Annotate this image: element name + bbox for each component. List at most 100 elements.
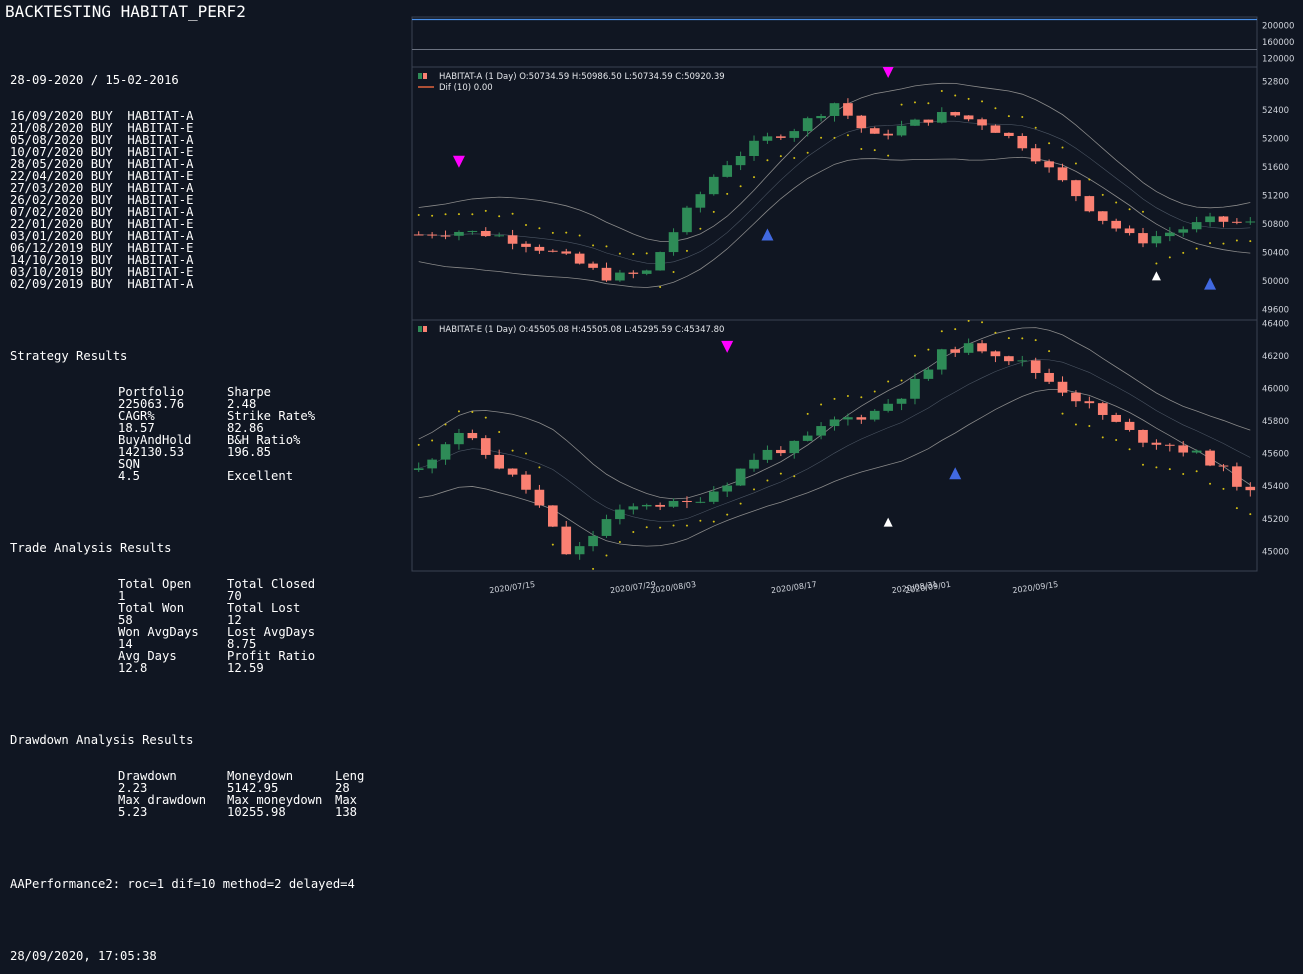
sar-dot <box>1195 470 1198 473</box>
candle-body <box>494 454 505 469</box>
sar-dot <box>1048 142 1051 145</box>
sar-dot <box>712 520 715 523</box>
candle-body <box>561 251 572 254</box>
candle-body <box>1205 450 1215 466</box>
sar-dot <box>887 380 890 383</box>
candle-body <box>655 252 665 271</box>
sar-dot <box>498 215 501 218</box>
candle-body <box>977 119 987 126</box>
candle-body <box>1151 442 1162 445</box>
sar-dot <box>551 543 554 546</box>
candle-body <box>883 403 893 411</box>
drawdown-cell: 2.23 <box>118 781 148 795</box>
strategy-row: 18.57 82.86 <box>10 422 355 434</box>
moving-average <box>418 359 1251 522</box>
sar-dot <box>417 214 420 217</box>
trade-analysis-cell: Profit Ratio <box>227 649 316 663</box>
candle-body <box>1071 180 1081 197</box>
trade-analysis-cell: Total Closed <box>227 577 316 591</box>
x-tick-label: 2020/09/15 <box>1012 580 1059 595</box>
trade-analysis-heading: Trade Analysis Results <box>10 541 172 555</box>
habitat-a-panel: 52800 52400 52000 51600 51200 50800 50400 50000… <box>413 67 1289 315</box>
sar-dot <box>1168 256 1171 259</box>
sar-dot <box>940 89 943 92</box>
sar-dot <box>632 253 635 256</box>
trade-analysis-cell: Lost AvgDays <box>227 625 316 639</box>
candle-body <box>1164 232 1175 237</box>
candle-body <box>1044 372 1054 382</box>
sar-dot <box>873 390 876 393</box>
sar-dot <box>659 285 662 288</box>
candle-body <box>936 349 947 370</box>
drawdown-cell: 10255.98 <box>227 805 286 819</box>
candle-body <box>762 136 773 141</box>
trade-analysis-row: Total Won Total Lost <box>10 602 355 614</box>
sar-dot <box>645 252 648 255</box>
candle-body <box>1218 465 1229 467</box>
candle-body <box>1017 360 1028 362</box>
strategy-cell: B&H Ratio% <box>227 433 301 447</box>
strategy-cell: CAGR% <box>118 409 155 423</box>
strategy-row: 4.5 Excellent <box>10 470 355 482</box>
candle-body <box>829 419 840 427</box>
trade-entry: 26/02/2020 BUY HABITAT-E <box>10 193 194 207</box>
candle-body <box>829 103 840 116</box>
candle-body <box>1004 356 1014 362</box>
candle-body <box>641 504 652 507</box>
legend-swatch <box>418 73 422 79</box>
sar-dot <box>1048 350 1051 353</box>
trade-entry: 22/01/2020 BUY HABITAT-E <box>10 217 194 231</box>
sar-dot <box>1061 412 1064 415</box>
candle-body <box>762 449 773 460</box>
candle-body <box>682 207 692 233</box>
trade-entry: 03/01/2020 BUY HABITAT-A <box>10 229 194 243</box>
sar-dot <box>685 524 688 527</box>
candle-body <box>695 501 706 503</box>
candle-body <box>735 155 746 166</box>
y-tick-label: 50400 <box>1262 248 1289 258</box>
sar-dot <box>1007 337 1010 340</box>
candle-body <box>641 270 652 274</box>
candle-body <box>843 417 853 420</box>
sar-dot <box>900 379 903 382</box>
strategy-row: 225063.76 2.48 <box>10 398 355 410</box>
trade-entry: 02/09/2019 BUY HABITAT-A <box>10 277 194 291</box>
params-line: AAPerformance2: roc=1 dif=10 method=2 de… <box>10 877 355 891</box>
candle-body <box>534 489 545 506</box>
candle-body <box>1205 216 1215 223</box>
sar-dot <box>457 213 460 216</box>
sar-dot <box>806 412 809 415</box>
trade-analysis-cell: Total Lost <box>227 601 301 615</box>
sar-dot <box>1222 487 1225 490</box>
sell-marker <box>882 67 894 78</box>
trade-analysis-cell: Avg Days <box>118 649 177 663</box>
sar-dot <box>873 149 876 152</box>
candle-body <box>480 438 491 455</box>
strategy-cell: Sharpe <box>227 385 272 399</box>
candle-body <box>601 267 612 281</box>
sar-dot <box>1222 242 1225 245</box>
candle-body <box>802 435 813 441</box>
sar-dot <box>753 176 756 179</box>
trade-entry: 03/10/2019 BUY HABITAT-E <box>10 265 194 279</box>
candle-body <box>1191 450 1202 453</box>
trade-analysis-cell: 70 <box>227 589 242 603</box>
candle-body <box>1044 161 1054 168</box>
strategy-cell: 4.5 <box>118 469 141 483</box>
candle-body <box>682 500 692 503</box>
sar-dot <box>994 331 997 334</box>
candle-body <box>628 506 639 510</box>
candle-body <box>467 230 478 232</box>
sar-dot <box>753 488 756 491</box>
candle-body <box>413 468 424 470</box>
trade-entry: 10/07/2020 BUY HABITAT-E <box>10 145 194 159</box>
candle-body <box>454 432 464 445</box>
plot-content <box>413 67 1256 290</box>
sar-dot <box>685 249 688 252</box>
candle-body <box>601 519 612 536</box>
trade-analysis-cell: 1 <box>118 589 126 603</box>
sar-dot <box>1061 146 1064 149</box>
strategy-cell: 2.48 <box>227 397 257 411</box>
candle-body <box>1057 167 1068 181</box>
